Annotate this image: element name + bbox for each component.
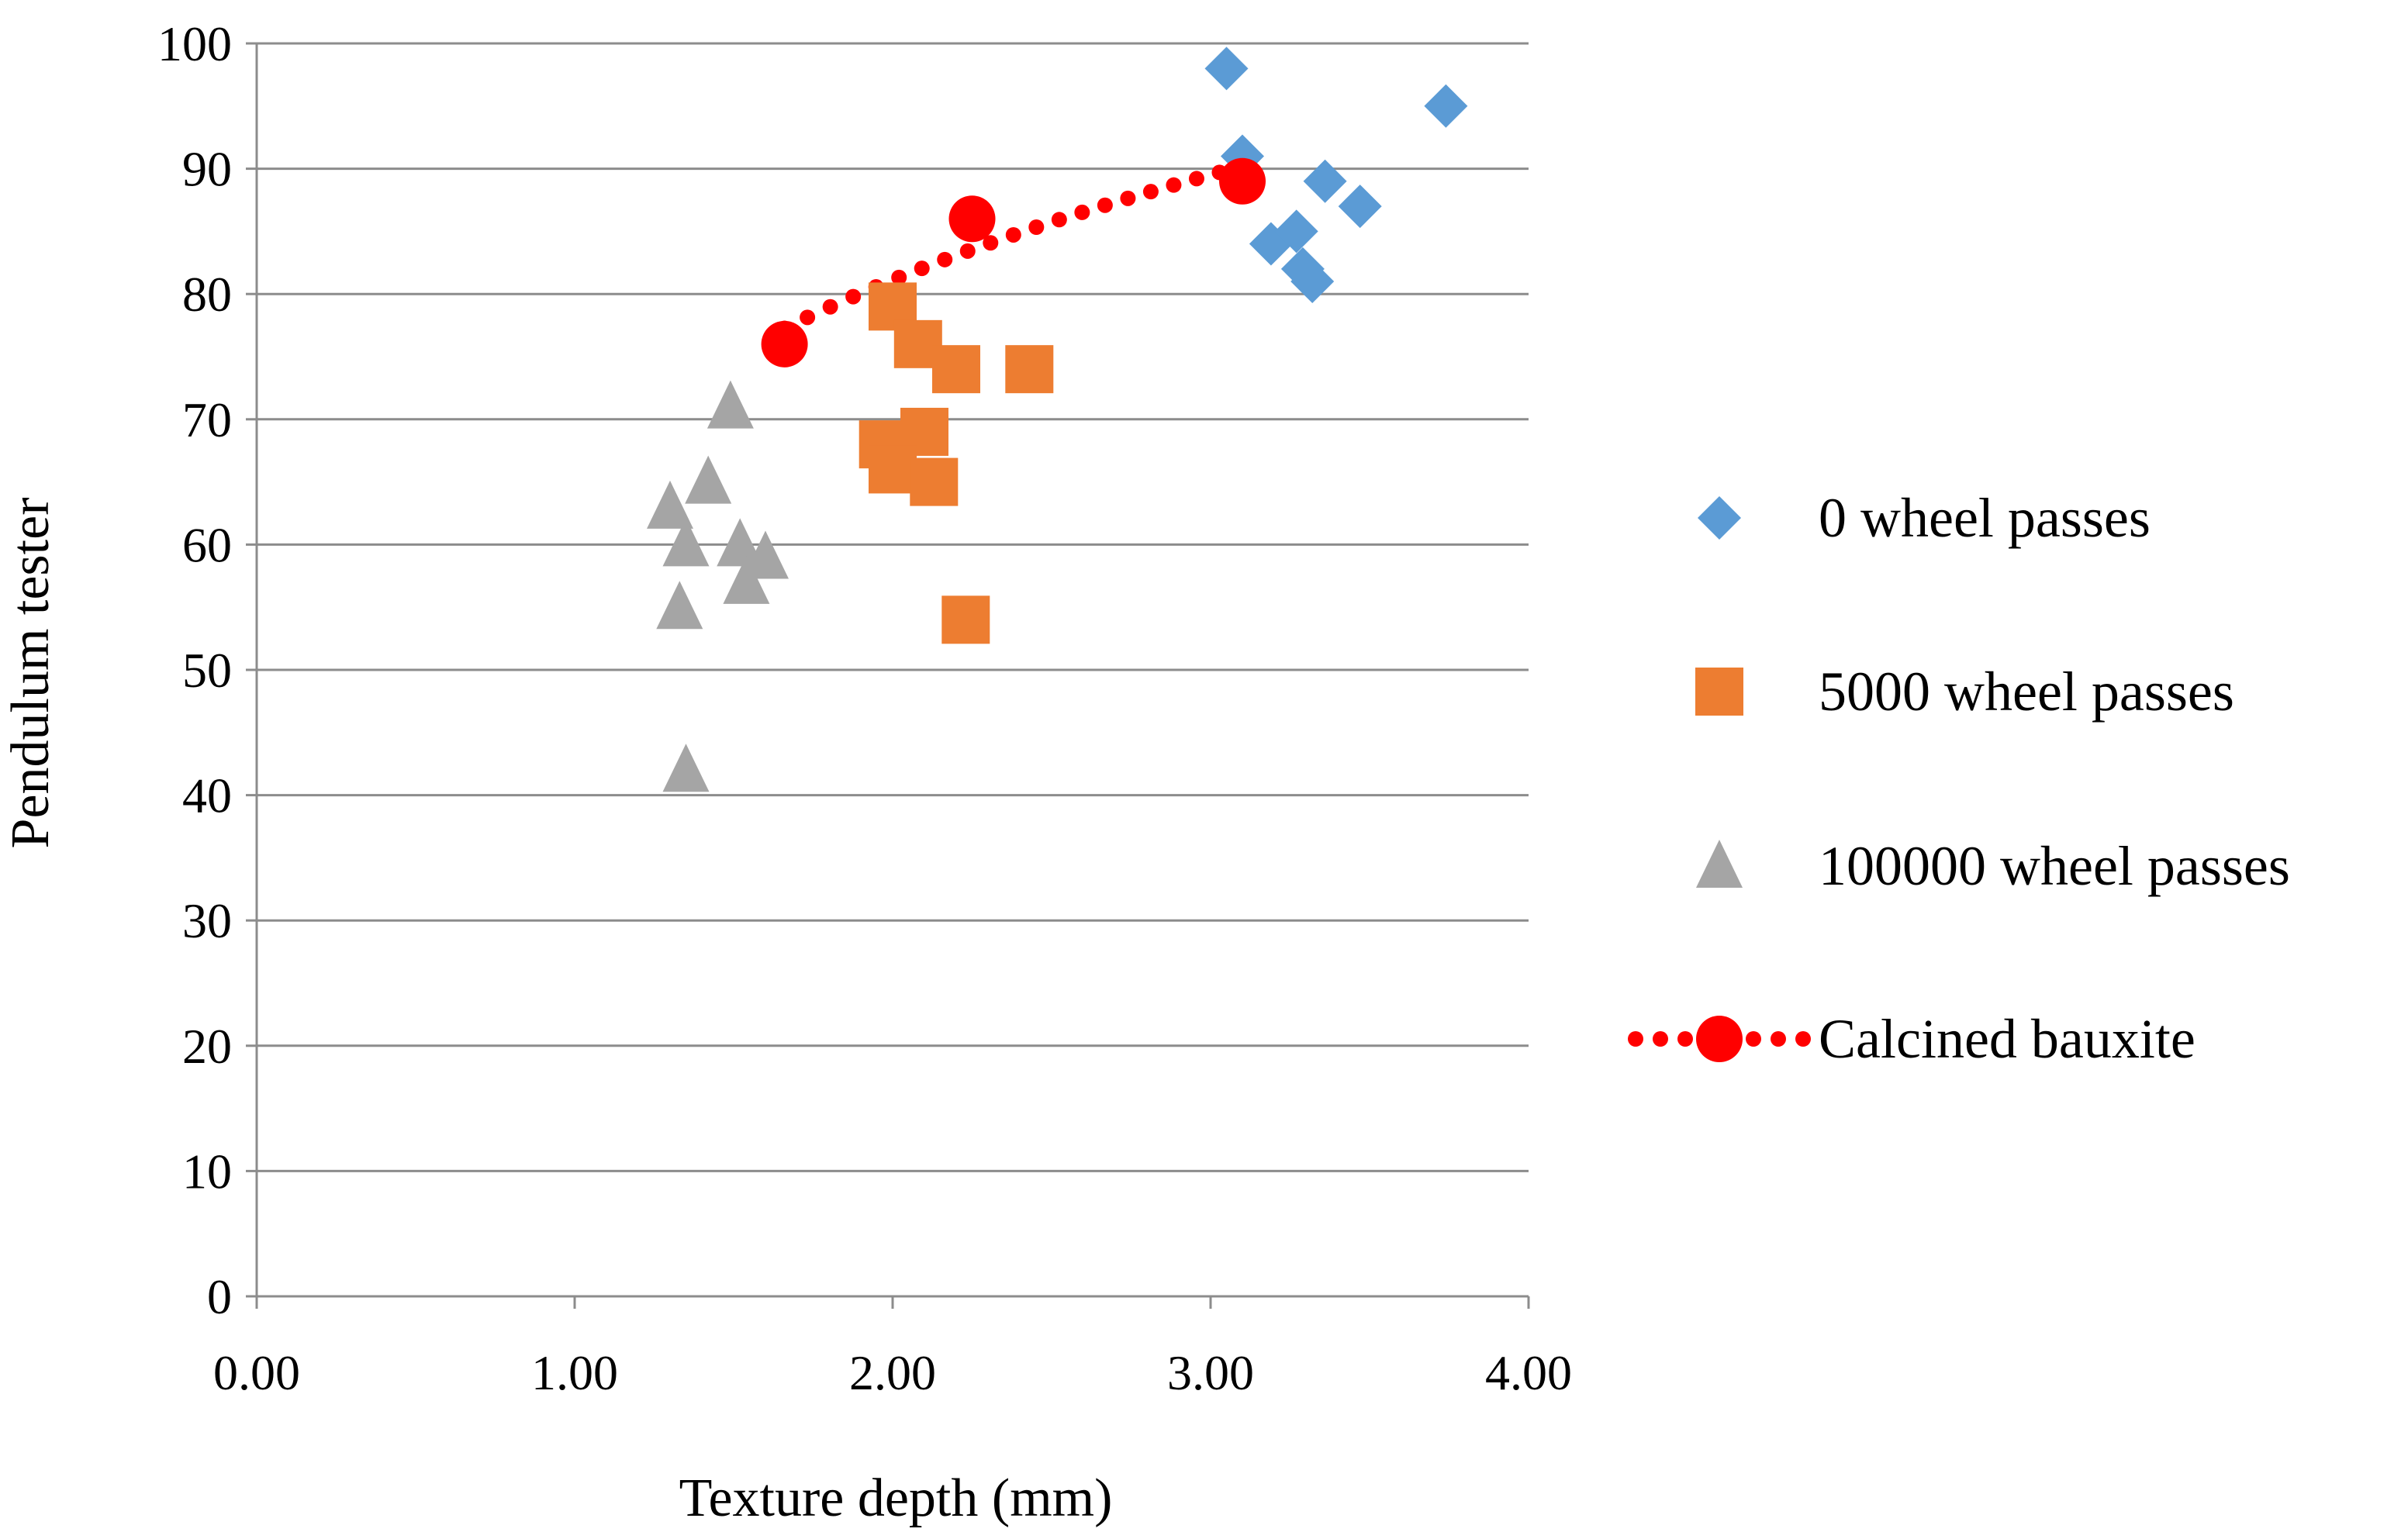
0-wheel-passes-point <box>1274 209 1318 254</box>
legend-label: Calcined bauxite <box>1819 1008 2196 1070</box>
trendline-dot <box>914 261 930 277</box>
y-axis-title: Pendulum tester <box>1 498 60 849</box>
calcined-bauxite-point <box>1219 157 1266 205</box>
100000-wheel-passes-point <box>662 744 710 792</box>
trendline-dot <box>1188 171 1204 187</box>
x-tick-label: 0.00 <box>213 1345 300 1400</box>
trendline-dot <box>845 288 862 305</box>
y-tick-label: 30 <box>182 893 232 948</box>
100000-wheel-passes-point <box>717 518 764 567</box>
y-tick-label: 60 <box>182 517 232 572</box>
x-tick-label: 2.00 <box>849 1345 936 1400</box>
y-tick-label: 0 <box>207 1269 232 1324</box>
trendline-dot <box>1166 177 1182 193</box>
100000-wheel-passes-point <box>742 530 789 579</box>
0-wheel-passes-point <box>1290 260 1335 304</box>
axes: 0 10 20 30 40 50 60 70 80 90 100 0.00 1.00 2.00 3.00 4.… <box>157 16 1572 1400</box>
legend-entry-0-wheel-passes: 0 wheel passes <box>1698 487 2151 549</box>
100000-wheel-passes-point <box>656 581 703 630</box>
0-wheel-passes-point <box>1303 159 1347 203</box>
legend-line-dot <box>1771 1031 1786 1047</box>
y-tick-label: 90 <box>182 142 232 197</box>
legend-label: 0 wheel passes <box>1819 487 2151 549</box>
legend-entry-100000-wheel-passes: 100000 wheel passes <box>1696 835 2290 897</box>
trendline-dot <box>800 309 816 326</box>
legend-marker-calcined-bauxite <box>1696 1016 1743 1062</box>
5000-wheel-passes-point <box>932 345 980 394</box>
y-tick-label: 50 <box>182 643 232 698</box>
trendline-dot <box>1097 197 1113 213</box>
legend-entry-calcined-bauxite: Calcined bauxite <box>1628 1008 2196 1070</box>
legend-marker-100000-wheel-passes <box>1696 840 1743 888</box>
5000-wheel-passes-point <box>869 445 917 494</box>
100000-wheel-passes-point <box>723 555 770 604</box>
x-axis-title: Texture depth (mm) <box>679 1468 1113 1528</box>
legend-line-dot <box>1628 1031 1643 1047</box>
legend-line-dot <box>1653 1031 1668 1047</box>
x-tick-label: 3.00 <box>1167 1345 1254 1400</box>
0-wheel-passes-point <box>1204 47 1249 91</box>
y-tick-label: 100 <box>157 16 232 71</box>
y-tick-label: 10 <box>182 1144 232 1199</box>
legend-line-dot <box>1746 1031 1761 1047</box>
gridlines <box>257 42 1529 1172</box>
trendline-dot <box>937 251 953 267</box>
y-tick-label: 20 <box>182 1019 232 1074</box>
100000-wheel-passes-point <box>707 380 754 429</box>
trendline-dot <box>1074 204 1090 220</box>
legend-entry-5000-wheel-passes: 5000 wheel passes <box>1695 661 2234 723</box>
100000-wheel-passes-point <box>685 455 732 504</box>
data-points <box>647 47 1468 792</box>
legend-line-dot <box>1795 1031 1811 1047</box>
legend-line-dot <box>1677 1031 1693 1047</box>
y-tick-label: 80 <box>182 267 232 322</box>
trendline-dot <box>1051 212 1067 228</box>
calcined-bauxite-point <box>948 195 996 243</box>
legend-label: 100000 wheel passes <box>1819 835 2290 897</box>
5000-wheel-passes-point <box>941 595 990 644</box>
y-tick-label: 40 <box>182 768 232 823</box>
x-tick-label: 4.00 <box>1485 1345 1572 1400</box>
trendline-dot <box>1142 184 1159 200</box>
5000-wheel-passes-point <box>1005 345 1054 394</box>
calcined-bauxite-point <box>761 320 808 367</box>
trendline-dot <box>1120 190 1136 206</box>
trendline-layer <box>776 158 1250 336</box>
trendline-dot <box>983 235 999 251</box>
trendline-dot <box>1028 219 1045 235</box>
y-tick-label: 70 <box>182 392 232 447</box>
legend: 0 wheel passes 5000 wheel passes 100000 wh… <box>1628 487 2290 1070</box>
trendline-dot <box>959 243 976 259</box>
x-tick-label: 1.00 <box>531 1345 618 1400</box>
trendline-dot <box>1005 226 1021 243</box>
legend-label: 5000 wheel passes <box>1819 661 2234 723</box>
0-wheel-passes-point <box>1338 185 1382 229</box>
trendline-dot <box>891 269 907 285</box>
100000-wheel-passes-point <box>662 518 710 567</box>
legend-marker-0-wheel-passes <box>1698 496 1741 540</box>
100000-wheel-passes-point <box>647 480 693 529</box>
legend-marker-5000-wheel-passes <box>1695 668 1743 716</box>
trendline-dot <box>822 298 838 315</box>
5000-wheel-passes-point <box>910 457 959 506</box>
0-wheel-passes-point <box>1424 84 1468 128</box>
